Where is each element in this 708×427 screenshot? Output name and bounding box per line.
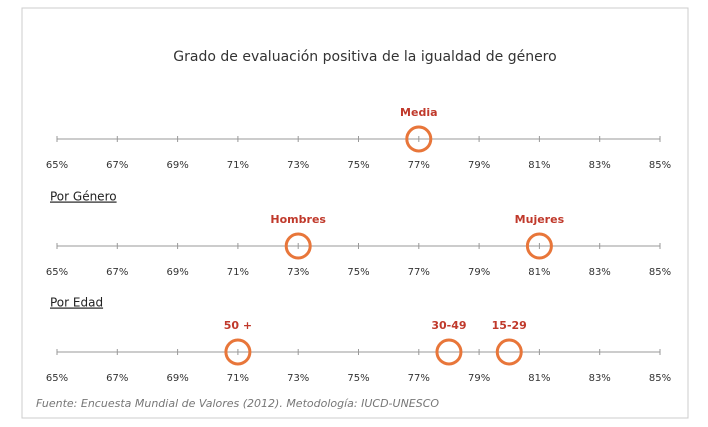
- x-tick-label: 67%: [106, 267, 128, 278]
- dot: [525, 232, 553, 260]
- point-label: 50 +: [224, 319, 252, 332]
- section-label: Por Género: [50, 190, 117, 204]
- point-label: Hombres: [270, 213, 326, 226]
- x-tick-label: 71%: [227, 160, 249, 171]
- x-tick-label: 65%: [46, 267, 68, 278]
- x-tick-label: 81%: [528, 373, 550, 384]
- point-label: 15-29: [492, 319, 527, 332]
- x-tick-label: 85%: [649, 267, 671, 278]
- x-tick-label: 65%: [46, 160, 68, 171]
- x-tick-label: 73%: [287, 267, 309, 278]
- x-tick-label: 73%: [287, 373, 309, 384]
- x-tick-label: 85%: [649, 160, 671, 171]
- dot: [495, 338, 523, 366]
- x-tick-label: 83%: [589, 373, 611, 384]
- dot: [405, 125, 433, 153]
- x-tick-label: 75%: [347, 160, 369, 171]
- x-tick-label: 77%: [408, 160, 430, 171]
- x-tick-label: 67%: [106, 373, 128, 384]
- x-tick-label: 77%: [408, 267, 430, 278]
- x-tick-label: 83%: [589, 267, 611, 278]
- x-tick-label: 65%: [46, 373, 68, 384]
- x-tick-label: 69%: [166, 267, 188, 278]
- x-tick-label: 83%: [589, 160, 611, 171]
- x-tick-label: 79%: [468, 373, 490, 384]
- point-label: Media: [400, 106, 437, 119]
- chart-title: Grado de evaluación positiva de la igual…: [173, 49, 556, 65]
- dot: [224, 338, 252, 366]
- point-label: Mujeres: [515, 213, 565, 226]
- x-tick-label: 81%: [528, 160, 550, 171]
- x-tick-label: 69%: [166, 373, 188, 384]
- source: Fuente: Encuesta Mundial de Valores (201…: [36, 397, 439, 410]
- dot: [284, 232, 312, 260]
- frame: [21, 7, 689, 419]
- x-tick-label: 75%: [347, 373, 369, 384]
- x-tick-label: 75%: [347, 267, 369, 278]
- x-tick-label: 73%: [287, 160, 309, 171]
- x-tick-label: 85%: [649, 373, 671, 384]
- point-label: 30-49: [431, 319, 466, 332]
- x-tick-label: 79%: [468, 160, 490, 171]
- x-tick-label: 69%: [166, 160, 188, 171]
- x-tick-label: 71%: [227, 373, 249, 384]
- section-label: Por Edad: [50, 296, 103, 310]
- dot: [435, 338, 463, 366]
- x-tick-label: 77%: [408, 373, 430, 384]
- x-tick-label: 81%: [528, 267, 550, 278]
- x-tick-label: 79%: [468, 267, 490, 278]
- x-tick-label: 71%: [227, 267, 249, 278]
- x-tick-label: 67%: [106, 160, 128, 171]
